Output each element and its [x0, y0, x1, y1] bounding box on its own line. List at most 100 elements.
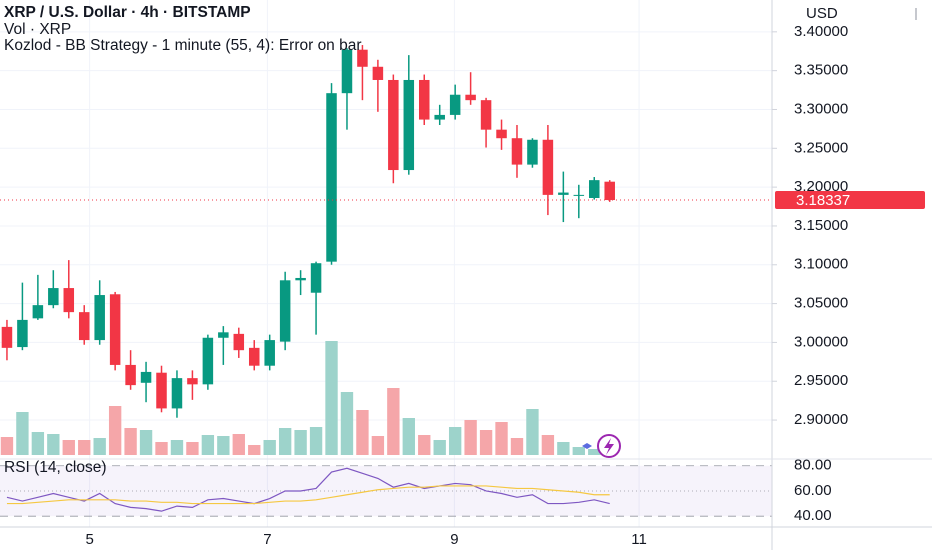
legend: XRP / U.S. Dollar · 4h · BITSTAMP Vol · … — [4, 4, 362, 476]
candle-body — [511, 138, 523, 165]
volume-bar — [0, 437, 14, 455]
x-tick-label: 5 — [85, 531, 93, 548]
volume-bar — [248, 445, 261, 455]
candle-body — [264, 340, 275, 366]
grid — [0, 0, 772, 527]
candle-body — [527, 139, 538, 165]
candle-body — [589, 180, 600, 198]
candle-body — [310, 263, 322, 293]
candle-body — [434, 114, 445, 120]
rsi-tick-label: 80.00 — [794, 457, 832, 474]
volume — [0, 341, 616, 455]
y-tick-label: 3.20000 — [794, 178, 848, 195]
volume-bar — [108, 406, 122, 455]
volume-bar — [124, 428, 137, 455]
candle-body — [156, 372, 167, 409]
volume-bar — [47, 434, 60, 455]
y-tick-label: 3.05000 — [794, 295, 848, 312]
icon-bolt[interactable] — [604, 438, 614, 455]
axis: 2.90000 2.95000 3.00000 3.05000 3.10000 3.150… — [85, 23, 925, 548]
candle-body — [187, 378, 198, 385]
last-price-box — [775, 191, 925, 210]
volume-bar — [309, 427, 323, 455]
rsi-tick-label: 40.00 — [794, 507, 832, 524]
candle-body — [558, 192, 569, 195]
volume-bar — [510, 438, 524, 455]
candle-body — [1, 326, 13, 348]
candle-body — [418, 79, 430, 120]
volume-bar — [371, 436, 385, 455]
candle-body — [295, 277, 306, 281]
icon-diamond[interactable] — [582, 443, 592, 449]
volume-bar — [16, 412, 29, 455]
candle-body — [125, 364, 136, 386]
candle-body — [63, 288, 75, 313]
candles — [0, 45, 772, 418]
volume-bar — [232, 434, 245, 455]
candle-body — [465, 94, 476, 101]
rsi-title: RSI (14, close) — [4, 459, 107, 476]
volume-bar — [325, 341, 338, 455]
rsi-line — [6, 467, 610, 512]
x-tick-label: 7 — [263, 531, 271, 548]
candle-body — [449, 94, 461, 115]
candle-body — [496, 129, 507, 139]
volume-bar — [294, 430, 307, 455]
candle-body — [32, 305, 44, 319]
volume-bar — [31, 432, 45, 455]
volume-bar — [433, 440, 446, 455]
volume-bar — [418, 435, 431, 455]
last-price-label: 3.18337 — [796, 192, 850, 209]
volume-bar — [186, 442, 199, 455]
candle-body — [573, 194, 585, 196]
y-tick-label: 3.10000 — [794, 256, 848, 273]
volume-bar — [78, 440, 91, 455]
volume-bar — [572, 447, 585, 455]
volume-bar — [139, 430, 153, 455]
y-tick-label: 2.90000 — [794, 411, 848, 428]
volume-bar — [278, 428, 292, 455]
volume-bar — [448, 427, 462, 455]
candle-body — [218, 332, 229, 338]
volume-bar — [526, 409, 539, 455]
candle-body — [341, 49, 353, 94]
volume-bar — [201, 435, 215, 455]
volume-bar — [541, 435, 555, 455]
volume-bar — [217, 436, 230, 455]
candle-body — [357, 49, 368, 67]
y-tick-label: 3.15000 — [794, 217, 848, 234]
volume-bar — [263, 440, 276, 455]
y-tick-label: 3.35000 — [794, 62, 848, 79]
chart-title: XRP / U.S. Dollar · 4h · BITSTAMP — [4, 4, 251, 21]
volume-bar — [62, 440, 75, 455]
rsi-tick-label: 60.00 — [794, 482, 832, 499]
candle-body — [48, 288, 59, 306]
candle-body — [140, 371, 152, 383]
candle-body — [372, 66, 384, 80]
volume-bar — [340, 392, 354, 455]
volume-bar — [588, 449, 601, 455]
candle-body — [94, 295, 105, 341]
rsi-pane — [0, 465, 772, 517]
volume-bar — [155, 442, 168, 455]
candle-body — [233, 333, 245, 351]
y-tick-label: 2.95000 — [794, 372, 848, 389]
chart-subtitle: Vol · XRP — [4, 21, 71, 38]
candle-body — [248, 347, 260, 366]
y-tick-label: 3.30000 — [794, 100, 848, 117]
volume-bar — [557, 442, 570, 455]
candle-body — [326, 93, 337, 262]
event-icon[interactable] — [582, 434, 621, 458]
candle-body — [171, 378, 183, 409]
volume-bar — [479, 430, 493, 455]
rsi-line — [6, 485, 610, 505]
y-tick-label: 3.00000 — [794, 333, 848, 350]
candle-body — [78, 312, 90, 341]
candle-body — [17, 319, 28, 348]
candle-body — [388, 79, 399, 171]
candle-body — [109, 294, 121, 365]
volume-bar — [402, 418, 415, 455]
volume-bar — [464, 420, 477, 455]
currency-label: USD — [806, 5, 838, 22]
